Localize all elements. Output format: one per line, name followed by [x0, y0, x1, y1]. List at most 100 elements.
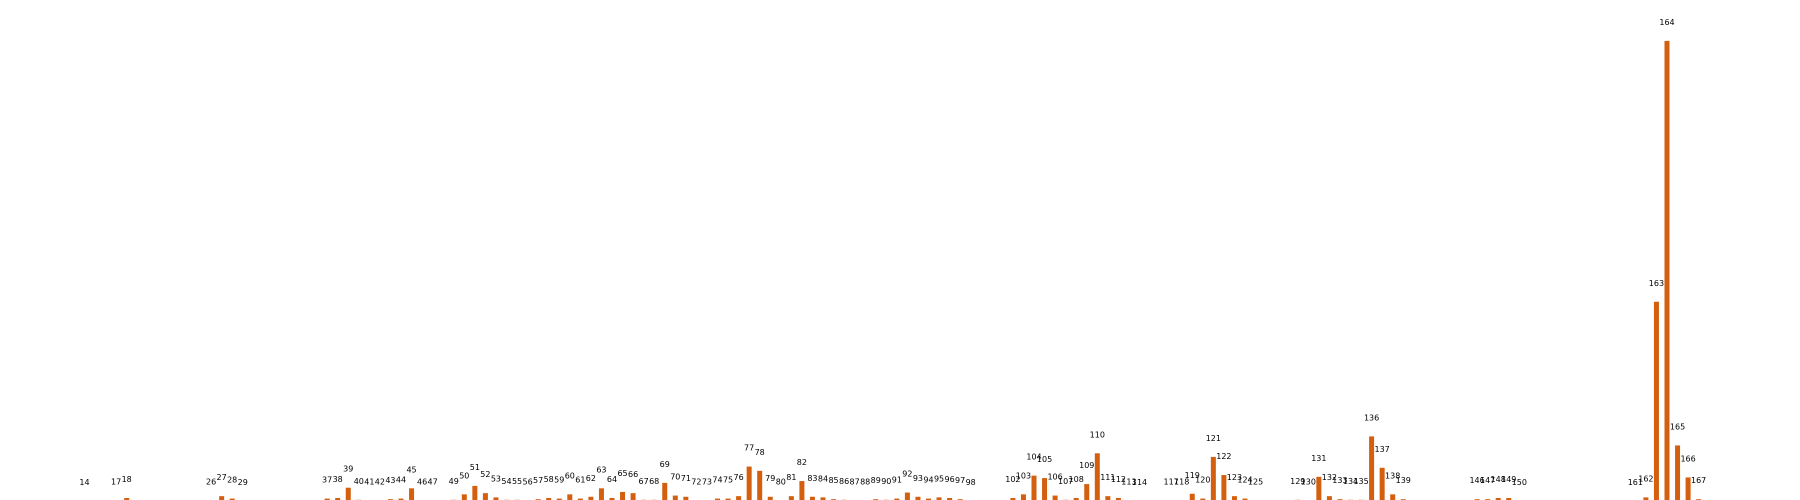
- bar-label-59: 59: [554, 476, 564, 485]
- bar-165: [1675, 445, 1681, 500]
- bar-label-125: 125: [1248, 477, 1263, 486]
- bar-label-164: 164: [1659, 18, 1674, 27]
- bar-45: [409, 488, 415, 500]
- bar-label-94: 94: [923, 476, 933, 485]
- bar-120: [1200, 498, 1206, 500]
- bar-label-87: 87: [850, 477, 860, 486]
- bar-label-129: 129: [1290, 477, 1305, 486]
- bar-label-111: 111: [1100, 473, 1115, 482]
- bar-label-121: 121: [1206, 434, 1221, 443]
- bar-label-64: 64: [607, 475, 617, 484]
- bar-label-90: 90: [881, 477, 891, 486]
- bar-label-37: 37: [322, 476, 332, 485]
- bar-105: [1042, 478, 1048, 500]
- bar-label-52: 52: [480, 470, 490, 479]
- bar-112: [1115, 497, 1121, 500]
- bar-label-73: 73: [702, 477, 712, 486]
- bar-58: [546, 497, 552, 500]
- bar-label-42: 42: [375, 477, 385, 486]
- bar-label-138: 138: [1385, 471, 1400, 480]
- bar-label-69: 69: [660, 460, 670, 469]
- bar-83: [809, 496, 815, 500]
- bar-102: [1010, 497, 1016, 500]
- bar-label-67: 67: [639, 477, 649, 486]
- bar-77: [746, 466, 752, 500]
- bar-74: [715, 498, 720, 500]
- bar-label-14: 14: [79, 478, 89, 487]
- bar-label-92: 92: [902, 470, 912, 479]
- bar-label-62: 62: [586, 474, 596, 483]
- bar-121: [1210, 456, 1216, 500]
- bar-label-18: 18: [122, 475, 132, 484]
- bar-39: [345, 487, 351, 500]
- bar-label-63: 63: [596, 465, 606, 474]
- bar-84: [820, 497, 826, 500]
- bar-label-38: 38: [333, 475, 343, 484]
- bar-108: [1073, 497, 1079, 500]
- bar-label-50: 50: [459, 471, 469, 480]
- bar-label-58: 58: [544, 475, 554, 484]
- bar-label-41: 41: [364, 477, 374, 486]
- bar-162: [1643, 497, 1649, 500]
- bar-label-93: 93: [913, 474, 923, 483]
- bar-123: [1231, 496, 1237, 500]
- bar-label-117: 117: [1164, 477, 1179, 486]
- bar-109: [1084, 484, 1090, 500]
- bar-label-123: 123: [1227, 473, 1242, 482]
- bar-label-149: 149: [1501, 475, 1516, 484]
- bar-label-147: 147: [1480, 476, 1495, 485]
- bar-163: [1653, 301, 1659, 500]
- bar-label-44: 44: [396, 476, 406, 485]
- bar-111: [1105, 496, 1111, 500]
- bar-label-61: 61: [575, 476, 585, 485]
- bar-62: [588, 496, 594, 500]
- bar-138: [1390, 494, 1396, 500]
- bar-label-122: 122: [1216, 452, 1231, 461]
- bar-label-83: 83: [807, 474, 817, 483]
- bar-51: [472, 485, 478, 500]
- bar-53: [493, 497, 499, 500]
- bar-63: [598, 488, 604, 500]
- bar-label-146: 146: [1469, 476, 1484, 485]
- bar-label-106: 106: [1047, 473, 1062, 482]
- bar-label-109: 109: [1079, 461, 1094, 470]
- bar-label-60: 60: [565, 471, 575, 480]
- bar-94: [926, 498, 931, 500]
- bar-106: [1052, 495, 1058, 500]
- bar-76: [736, 496, 742, 500]
- bar-110: [1094, 453, 1100, 500]
- bar-79: [767, 496, 773, 500]
- bar-label-76: 76: [734, 473, 744, 482]
- bar-label-51: 51: [470, 463, 480, 472]
- bar-103: [1020, 494, 1026, 500]
- bar-136: [1369, 436, 1375, 500]
- bar-label-85: 85: [828, 476, 838, 485]
- bar-label-84: 84: [818, 474, 828, 483]
- bar-61: [577, 498, 583, 500]
- bar-label-66: 66: [628, 470, 638, 479]
- bar-65: [620, 491, 626, 500]
- bar-label-136: 136: [1364, 413, 1379, 422]
- bar-149: [1506, 497, 1512, 500]
- bar-label-81: 81: [786, 473, 796, 482]
- bar-label-39: 39: [343, 465, 353, 474]
- bar-label-27: 27: [217, 473, 227, 482]
- bar-166: [1685, 477, 1691, 500]
- bar-50: [461, 494, 467, 500]
- bar-label-108: 108: [1069, 475, 1084, 484]
- bar-132: [1326, 496, 1332, 500]
- bar-44: [398, 498, 404, 500]
- bar-164: [1664, 40, 1670, 500]
- bar-label-88: 88: [860, 477, 870, 486]
- bar-70: [672, 495, 678, 500]
- bar-label-26: 26: [206, 477, 216, 486]
- bar-28: [229, 498, 235, 500]
- bar-label-82: 82: [797, 458, 807, 467]
- bar-label-77: 77: [744, 444, 754, 453]
- bar-label-150: 150: [1512, 478, 1527, 487]
- bar-95: [936, 497, 942, 500]
- bar-93: [915, 496, 921, 500]
- bar-label-56: 56: [523, 477, 533, 486]
